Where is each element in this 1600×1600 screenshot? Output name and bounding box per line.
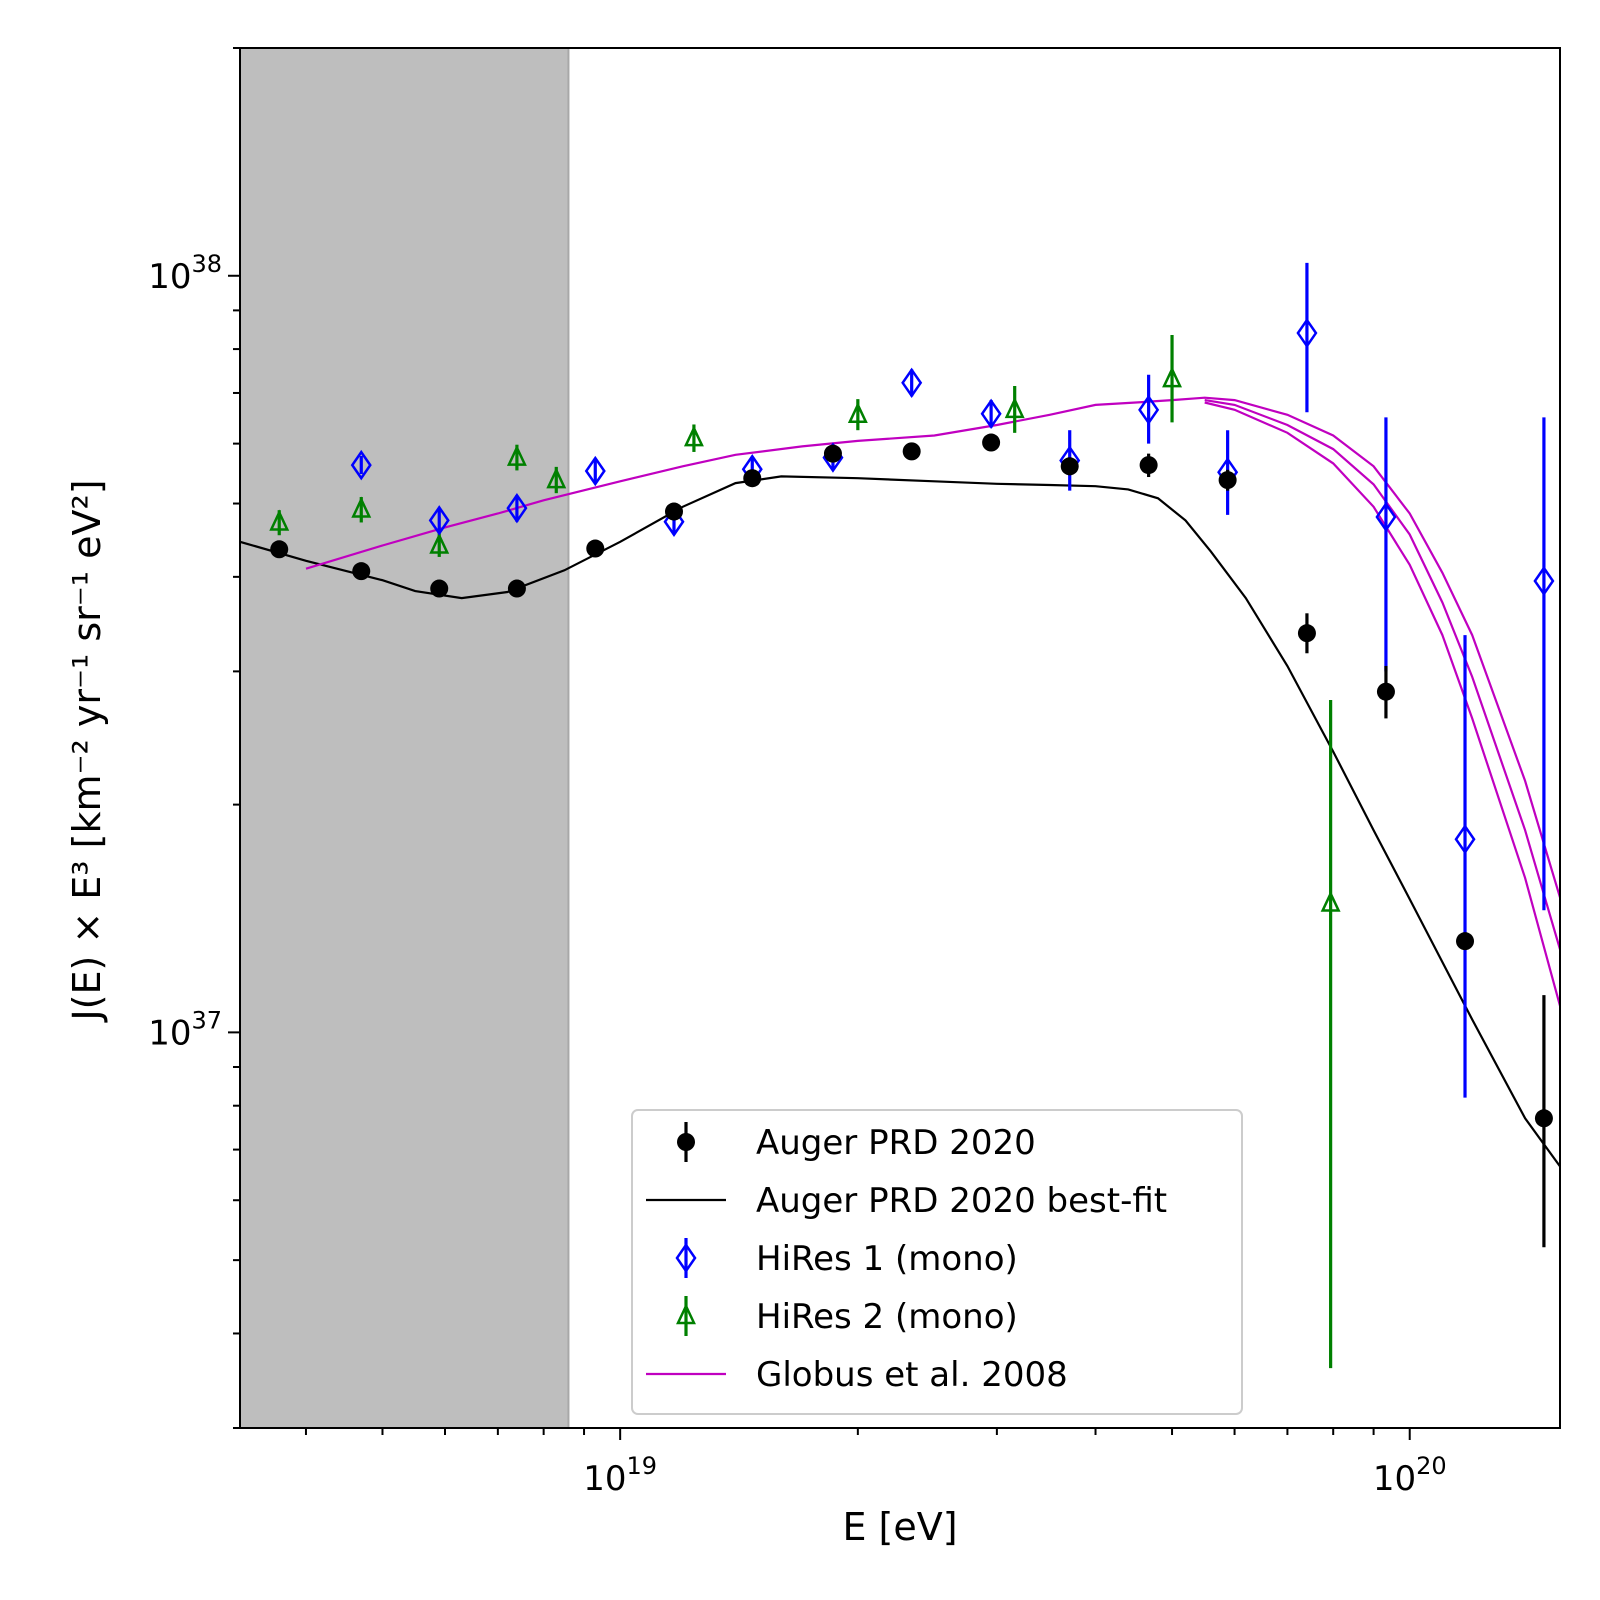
legend-label: Globus et al. 2008	[756, 1355, 1068, 1395]
y-tick-exponent: 38	[191, 250, 222, 278]
auger-prd-2020-point	[270, 540, 289, 559]
legend-marker-swatch	[676, 1303, 696, 1325]
auger-prd-2020-point	[1297, 624, 1316, 643]
auger-prd-2020-point	[743, 469, 762, 488]
auger-prd-2020-point	[1456, 932, 1475, 951]
x-tick-exponent: 20	[1416, 1452, 1447, 1480]
hires-1-mono-point	[350, 449, 372, 481]
y-axis-label: J(E) × E³ [km⁻² yr⁻¹ sr⁻¹ eV²]	[65, 479, 109, 1022]
auger-prd-2020-point	[902, 442, 921, 461]
x-tick-label: 1019	[583, 1452, 657, 1499]
hires-2-mono-point	[1320, 890, 1341, 912]
auger-prd-2020-point	[1060, 457, 1079, 476]
hires-2-mono-point	[847, 401, 868, 424]
hires-1-mono-point	[1454, 824, 1476, 855]
auger-prd-2020-point	[352, 562, 371, 581]
hires-2-mono-point	[1162, 366, 1183, 388]
auger-prd-2020-point	[823, 444, 842, 463]
auger-prd-2020-point	[430, 579, 449, 598]
auger-prd-2020-point	[1218, 471, 1237, 490]
auger-prd-2020-point	[1534, 1109, 1553, 1128]
y-tick-exponent: 37	[191, 1006, 222, 1034]
auger-prd-2020-point	[664, 502, 683, 521]
hires-2-mono-point	[506, 444, 527, 466]
legend: Auger PRD 2020 Auger PRD 2020 best-fit HiR…	[631, 1109, 1243, 1415]
hires-2-mono-point	[269, 509, 290, 531]
auger-prd-2020-point	[507, 579, 526, 598]
x-axis-label: E [eV]	[842, 1505, 957, 1549]
hires-1-mono-point	[1533, 565, 1555, 597]
y-tick-base: 10	[148, 1013, 191, 1053]
hires-1-mono-point	[506, 492, 528, 524]
legend-label: Auger PRD 2020 best-fit	[756, 1181, 1167, 1221]
hires-2-mono-point	[351, 496, 372, 518]
globus-et-al-2008-curve-3	[1204, 401, 1560, 1011]
ticks-layer	[228, 47, 1411, 1440]
points-layer	[269, 262, 1555, 1369]
hires-2-mono-point	[546, 467, 567, 489]
legend-marker-swatch	[677, 1133, 695, 1151]
globus-et-al-2008-curve-1	[305, 396, 1560, 902]
globus-et-al-2008-curve-2	[1204, 399, 1560, 954]
auger-prd-2020-point	[1376, 682, 1395, 701]
x-tick-base: 10	[583, 1459, 626, 1499]
x-tick-label: 1020	[1373, 1452, 1447, 1499]
hires-1-mono-point	[901, 367, 923, 398]
hires-1-mono-point	[1138, 394, 1160, 426]
shaded-region	[240, 48, 569, 1428]
legend-box	[631, 1109, 1243, 1415]
hires-1-mono-point	[428, 505, 450, 536]
auger-prd-2020-point	[1139, 456, 1158, 475]
plot-frame	[239, 47, 1561, 1429]
legend-label: Auger PRD 2020	[756, 1123, 1036, 1163]
auger-prd-2020-point	[982, 433, 1001, 452]
curves-layer	[240, 396, 1560, 1168]
hires-1-mono-point	[584, 455, 606, 487]
hires-1-mono-point	[1375, 501, 1397, 533]
legend-label: HiRes 1 (mono)	[756, 1239, 1018, 1279]
x-tick-exponent: 19	[627, 1452, 658, 1480]
auger-prd-2020-point	[586, 539, 605, 558]
y-tick-base: 10	[148, 257, 191, 297]
legend-marker-swatch	[675, 1242, 697, 1274]
hires-1-mono-point	[980, 398, 1002, 429]
hires-2-mono-point	[683, 425, 704, 447]
hires-1-mono-point	[1296, 317, 1318, 349]
auger-prd-2020-best-fit-curve	[240, 475, 1560, 1168]
hires-2-mono-point	[429, 532, 450, 554]
y-tick-label: 1038	[148, 250, 222, 297]
hires-2-mono-point	[1004, 396, 1025, 419]
y-tick-label: 1037	[148, 1006, 222, 1053]
legend-label: HiRes 2 (mono)	[756, 1297, 1018, 1337]
x-tick-base: 10	[1373, 1459, 1416, 1499]
